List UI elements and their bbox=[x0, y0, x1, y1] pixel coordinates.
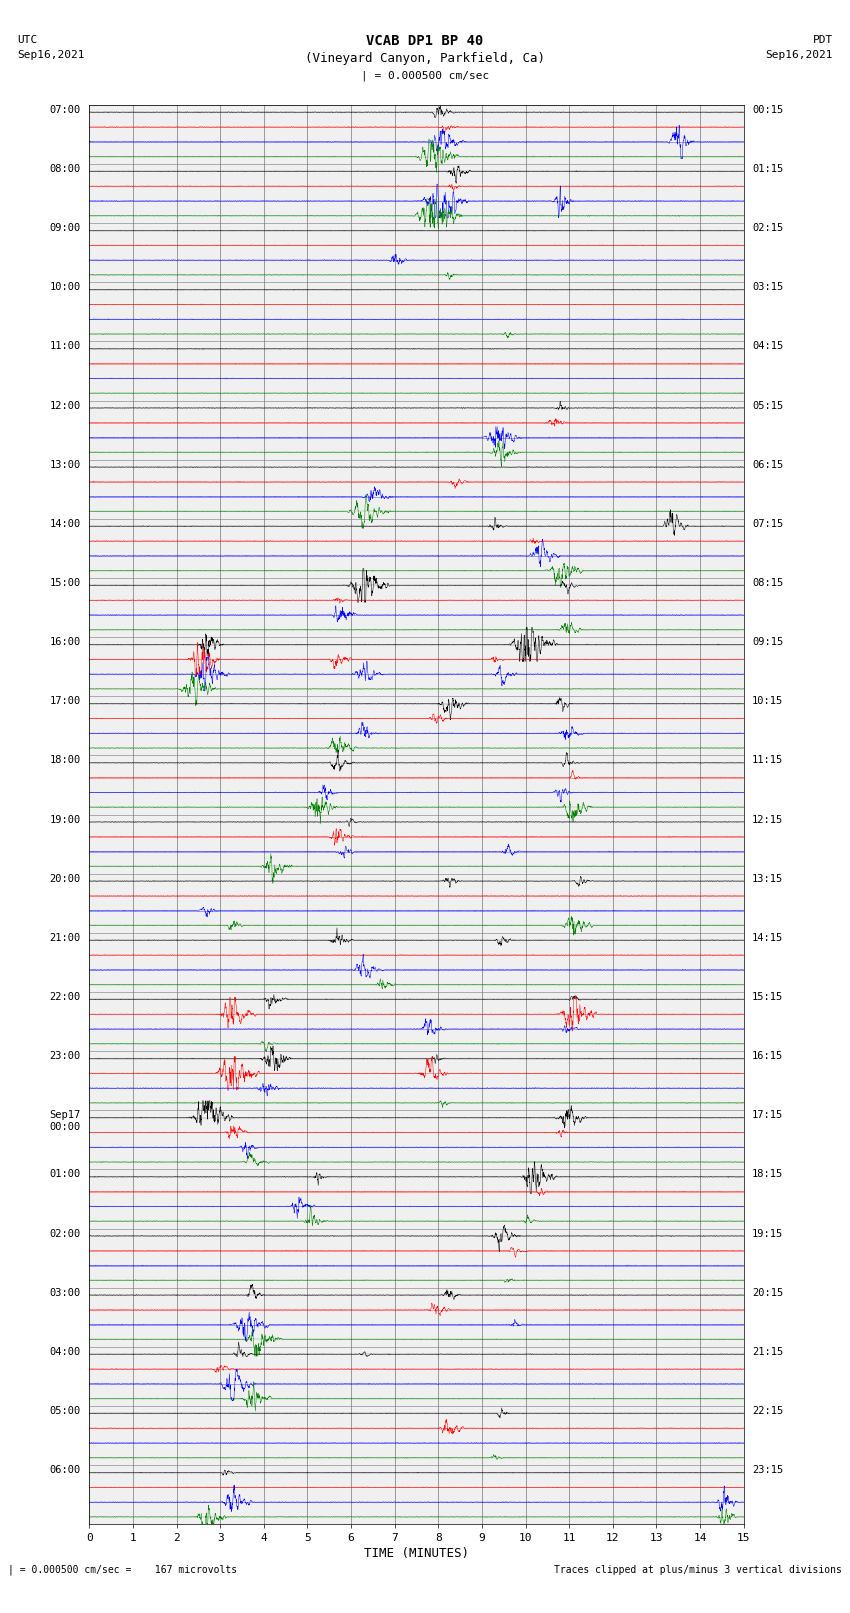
Text: 05:00: 05:00 bbox=[49, 1407, 81, 1416]
Text: 16:15: 16:15 bbox=[752, 1052, 784, 1061]
Text: 00:15: 00:15 bbox=[752, 105, 784, 115]
Text: 09:00: 09:00 bbox=[49, 223, 81, 234]
Text: 02:15: 02:15 bbox=[752, 223, 784, 234]
Text: 11:00: 11:00 bbox=[49, 342, 81, 352]
Text: 23:00: 23:00 bbox=[49, 1052, 81, 1061]
Text: VCAB DP1 BP 40: VCAB DP1 BP 40 bbox=[366, 34, 484, 48]
Text: 20:15: 20:15 bbox=[752, 1287, 784, 1298]
Text: 09:15: 09:15 bbox=[752, 637, 784, 647]
Text: 11:15: 11:15 bbox=[752, 755, 784, 766]
Text: UTC: UTC bbox=[17, 35, 37, 45]
Text: 19:15: 19:15 bbox=[752, 1229, 784, 1239]
Text: 01:15: 01:15 bbox=[752, 165, 784, 174]
Text: 16:00: 16:00 bbox=[49, 637, 81, 647]
Text: 18:00: 18:00 bbox=[49, 755, 81, 766]
Text: 15:15: 15:15 bbox=[752, 992, 784, 1002]
Text: 15:00: 15:00 bbox=[49, 577, 81, 589]
Text: 22:00: 22:00 bbox=[49, 992, 81, 1002]
Text: PDT: PDT bbox=[813, 35, 833, 45]
X-axis label: TIME (MINUTES): TIME (MINUTES) bbox=[364, 1547, 469, 1560]
Text: 22:15: 22:15 bbox=[752, 1407, 784, 1416]
Text: 02:00: 02:00 bbox=[49, 1229, 81, 1239]
Text: | = 0.000500 cm/sec: | = 0.000500 cm/sec bbox=[361, 69, 489, 81]
Text: 21:15: 21:15 bbox=[752, 1347, 784, 1357]
Text: 20:00: 20:00 bbox=[49, 874, 81, 884]
Text: Sep16,2021: Sep16,2021 bbox=[766, 50, 833, 60]
Text: 04:00: 04:00 bbox=[49, 1347, 81, 1357]
Text: 06:15: 06:15 bbox=[752, 460, 784, 469]
Text: | = 0.000500 cm/sec =    167 microvolts: | = 0.000500 cm/sec = 167 microvolts bbox=[8, 1565, 238, 1576]
Text: 10:15: 10:15 bbox=[752, 697, 784, 706]
Text: 13:00: 13:00 bbox=[49, 460, 81, 469]
Text: 13:15: 13:15 bbox=[752, 874, 784, 884]
Text: 07:15: 07:15 bbox=[752, 519, 784, 529]
Text: 14:00: 14:00 bbox=[49, 519, 81, 529]
Text: Traces clipped at plus/minus 3 vertical divisions: Traces clipped at plus/minus 3 vertical … bbox=[553, 1565, 842, 1574]
Text: 08:15: 08:15 bbox=[752, 577, 784, 589]
Text: 10:00: 10:00 bbox=[49, 282, 81, 292]
Text: (Vineyard Canyon, Parkfield, Ca): (Vineyard Canyon, Parkfield, Ca) bbox=[305, 52, 545, 65]
Text: 01:00: 01:00 bbox=[49, 1169, 81, 1179]
Text: 23:15: 23:15 bbox=[752, 1465, 784, 1476]
Text: 03:15: 03:15 bbox=[752, 282, 784, 292]
Text: Sep16,2021: Sep16,2021 bbox=[17, 50, 84, 60]
Text: 05:15: 05:15 bbox=[752, 400, 784, 411]
Text: 07:00: 07:00 bbox=[49, 105, 81, 115]
Text: 03:00: 03:00 bbox=[49, 1287, 81, 1298]
Text: 17:00: 17:00 bbox=[49, 697, 81, 706]
Text: 18:15: 18:15 bbox=[752, 1169, 784, 1179]
Text: 04:15: 04:15 bbox=[752, 342, 784, 352]
Text: 12:15: 12:15 bbox=[752, 815, 784, 824]
Text: 14:15: 14:15 bbox=[752, 932, 784, 944]
Text: 12:00: 12:00 bbox=[49, 400, 81, 411]
Text: 08:00: 08:00 bbox=[49, 165, 81, 174]
Text: 06:00: 06:00 bbox=[49, 1465, 81, 1476]
Text: 19:00: 19:00 bbox=[49, 815, 81, 824]
Text: 21:00: 21:00 bbox=[49, 932, 81, 944]
Text: 17:15: 17:15 bbox=[752, 1110, 784, 1121]
Text: Sep17
00:00: Sep17 00:00 bbox=[49, 1110, 81, 1132]
